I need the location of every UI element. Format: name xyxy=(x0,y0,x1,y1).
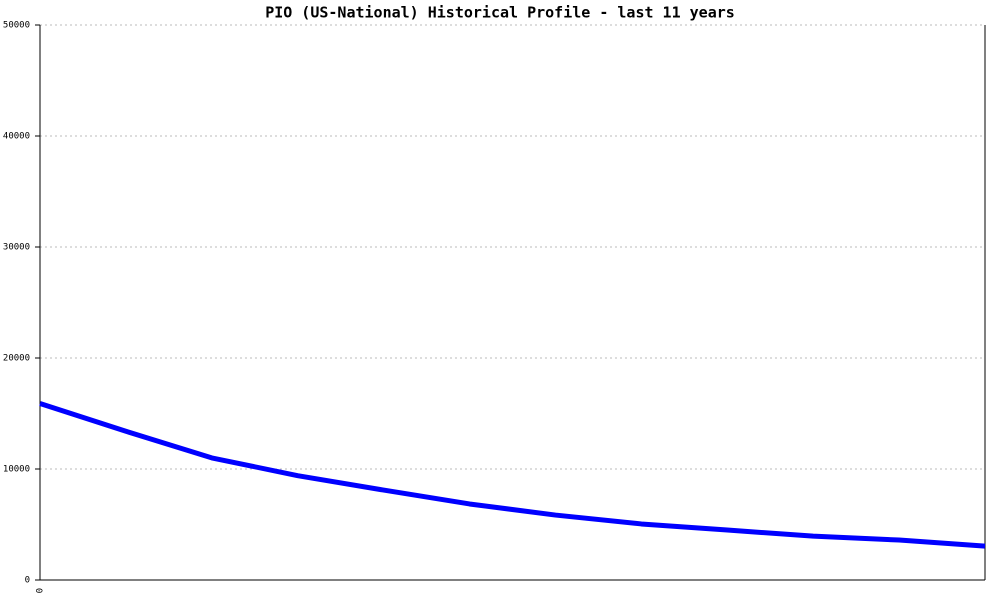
y-tick-label: 40000 xyxy=(3,132,30,142)
chart-title: PIO (US-National) Historical Profile - l… xyxy=(265,4,735,22)
y-tick-label: 30000 xyxy=(3,243,30,253)
data-line xyxy=(39,401,986,549)
x-tick-label: 0 xyxy=(36,588,46,593)
y-tick-label: 20000 xyxy=(3,354,30,364)
y-tick-label: 0 xyxy=(25,576,30,586)
y-tick-label: 50000 xyxy=(3,21,30,31)
y-tick-label: 10000 xyxy=(3,465,30,475)
